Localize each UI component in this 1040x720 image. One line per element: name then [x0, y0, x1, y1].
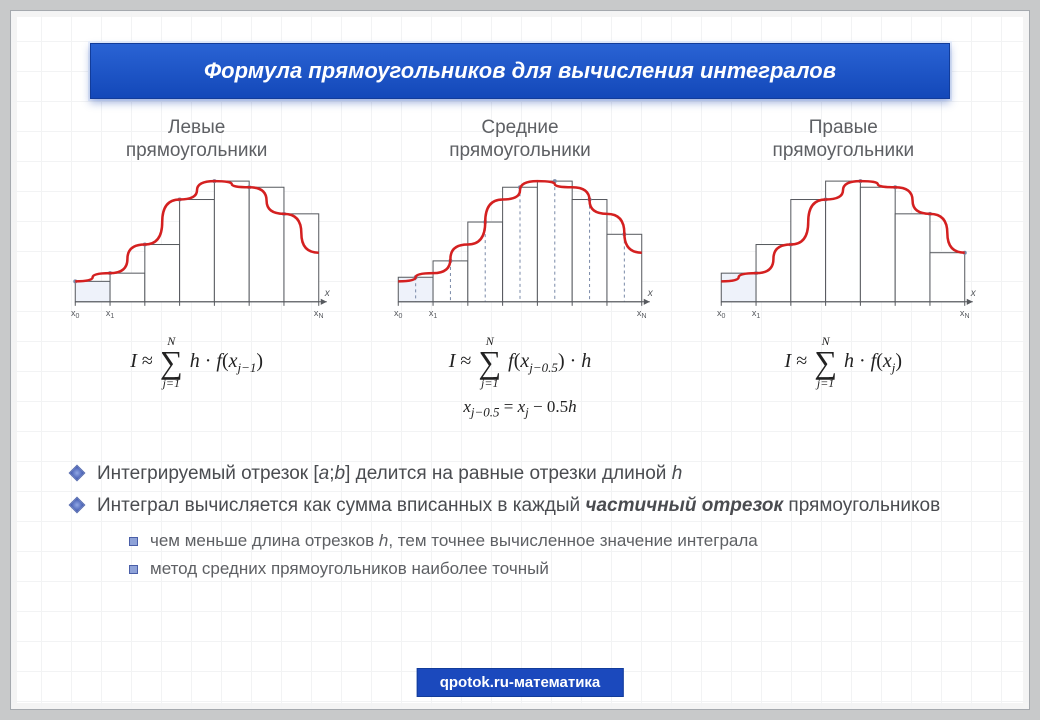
chart-left: Левыепрямоугольники x x0 x1 xN I ≈ N∑j=1 h … [47, 117, 347, 420]
chart-title: Средниепрямоугольники [370, 117, 670, 163]
bullet-item: Интеграл вычисляется как сумма вписанных… [71, 490, 969, 522]
diamond-icon [69, 464, 86, 481]
diamond-icon [69, 497, 86, 514]
svg-text:x: x [647, 287, 654, 298]
chart-svg: x x0 x1 xN [57, 169, 337, 334]
chart-formula: I ≈ N∑j=1 h · f(xj) [693, 346, 993, 379]
svg-text:xN: xN [314, 307, 324, 319]
svg-text:x: x [323, 287, 330, 298]
sub-bullet-item: метод средних прямоугольников наиболее т… [129, 555, 969, 584]
svg-text:x: x [970, 287, 977, 298]
bullet-text: Интегрируемый отрезок [a;b] делится на р… [97, 458, 682, 490]
square-icon [129, 565, 138, 574]
chart-formula-extra: xj−0.5 = xj − 0.5h [370, 397, 670, 420]
bullet-text: Интеграл вычисляется как сумма вписанных… [97, 490, 940, 522]
svg-text:x1: x1 [105, 307, 114, 319]
svg-text:x0: x0 [71, 307, 80, 319]
square-icon [129, 537, 138, 546]
chart-formula: I ≈ N∑j=1 h · f(xj−1) [47, 346, 347, 379]
sub-bullet-list: чем меньше длина отрезков h, тем точнее … [129, 527, 969, 585]
sub-bullet-text: чем меньше длина отрезков h, тем точнее … [150, 527, 758, 556]
svg-text:xN: xN [960, 307, 970, 319]
chart-svg: x x0 x1 xN [380, 169, 660, 334]
chart-mid: Средниепрямоугольники x x0 x1 xN I ≈ N∑j=1 … [370, 117, 670, 420]
svg-text:xN: xN [637, 307, 647, 319]
chart-right: Правыепрямоугольники x x0 x1 xN I ≈ N∑j=1 h… [693, 117, 993, 420]
bullet-ul: Интегрируемый отрезок [a;b] делится на р… [71, 458, 969, 584]
svg-text:x0: x0 [717, 307, 726, 319]
charts-row: Левыепрямоугольники x x0 x1 xN I ≈ N∑j=1 h … [11, 117, 1029, 420]
svg-text:x1: x1 [752, 307, 761, 319]
footer-badge: qpotok.ru-математика [417, 668, 624, 697]
svg-text:x0: x0 [394, 307, 403, 319]
svg-text:x1: x1 [429, 307, 438, 319]
chart-title: Левыепрямоугольники [47, 117, 347, 163]
sub-bullet-text: метод средних прямоугольников наиболее т… [150, 555, 549, 584]
bullet-list: Интегрируемый отрезок [a;b] делится на р… [71, 458, 969, 584]
chart-formula: I ≈ N∑j=1 f(xj−0.5) · h [370, 346, 670, 379]
slide-frame: Формула прямоугольников для вычисления и… [10, 10, 1030, 710]
chart-title: Правыепрямоугольники [693, 117, 993, 163]
sub-bullet-item: чем меньше длина отрезков h, тем точнее … [129, 527, 969, 556]
chart-svg: x x0 x1 xN [703, 169, 983, 334]
bullet-item: Интегрируемый отрезок [a;b] делится на р… [71, 458, 969, 490]
slide-title: Формула прямоугольников для вычисления и… [90, 43, 950, 99]
